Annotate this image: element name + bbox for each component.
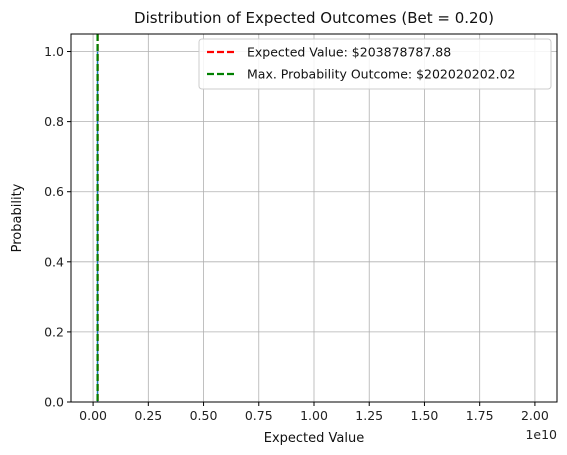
x-axis-offset-label: 1e10 (525, 427, 557, 442)
y-ticks: 0.0 0.2 0.4 0.6 0.8 1.0 (44, 44, 71, 410)
chart-title: Distribution of Expected Outcomes (Bet =… (134, 9, 494, 27)
x-tick-label: 0.75 (245, 408, 273, 423)
y-tick-label: 1.0 (44, 44, 64, 59)
x-ticks: 0.00 0.25 0.50 0.75 1.00 1.25 1.50 1.75 2.00 (79, 402, 549, 423)
x-tick-label: 1.50 (411, 408, 439, 423)
x-tick-label: 0.25 (134, 408, 162, 423)
x-tick-label: 0.50 (190, 408, 218, 423)
x-axis-label: Expected Value (264, 431, 364, 446)
legend-entry: Expected Value: $203878787.88 (247, 45, 451, 60)
x-tick-label: 2.00 (521, 408, 549, 423)
x-tick-label: 0.00 (79, 408, 107, 423)
y-tick-label: 0.2 (44, 324, 64, 339)
y-tick-label: 0.0 (44, 395, 64, 410)
x-tick-label: 1.25 (355, 408, 383, 423)
x-tick-label: 1.75 (466, 408, 494, 423)
y-tick-label: 0.6 (44, 184, 64, 199)
legend-entry: Max. Probability Outcome: $202020202.02 (247, 67, 515, 82)
y-tick-label: 0.8 (44, 114, 64, 129)
y-tick-label: 0.4 (44, 254, 64, 269)
legend-box (198, 38, 552, 90)
y-axis-label: Probability (10, 183, 25, 252)
legend: Expected Value: $203878787.88 Max. Probab… (198, 38, 552, 90)
x-tick-label: 1.00 (300, 408, 328, 423)
